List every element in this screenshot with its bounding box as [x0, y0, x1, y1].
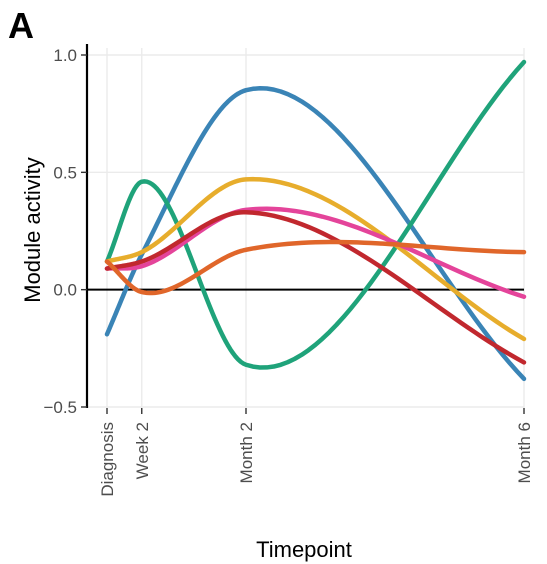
y-tick-label: 0.5	[53, 163, 77, 182]
panel-label: A	[8, 5, 34, 46]
x-axis-ticks: Diagnosis Week 2 Month 2 Month 6	[98, 408, 534, 497]
series-line-2	[104, 59, 527, 370]
y-tick-label: −0.5	[43, 398, 77, 417]
series-line-5	[104, 209, 527, 365]
y-axis-title: Module activity	[20, 157, 45, 303]
x-axis-title: Timepoint	[256, 537, 352, 562]
series-lines	[104, 59, 527, 382]
x-tick-label: Diagnosis	[98, 422, 117, 497]
x-tick-label: Month 2	[237, 422, 256, 483]
series-line-1	[104, 85, 527, 382]
y-tick-label: 0.0	[53, 281, 77, 300]
series-line-6	[104, 239, 527, 296]
x-tick-label: Month 6	[515, 422, 534, 483]
y-axis-ticks: −0.5 0.0 0.5 1.0	[43, 46, 87, 417]
series-line-4	[104, 206, 527, 299]
x-tick-label: Week 2	[133, 422, 152, 479]
y-tick-label: 1.0	[53, 46, 77, 65]
